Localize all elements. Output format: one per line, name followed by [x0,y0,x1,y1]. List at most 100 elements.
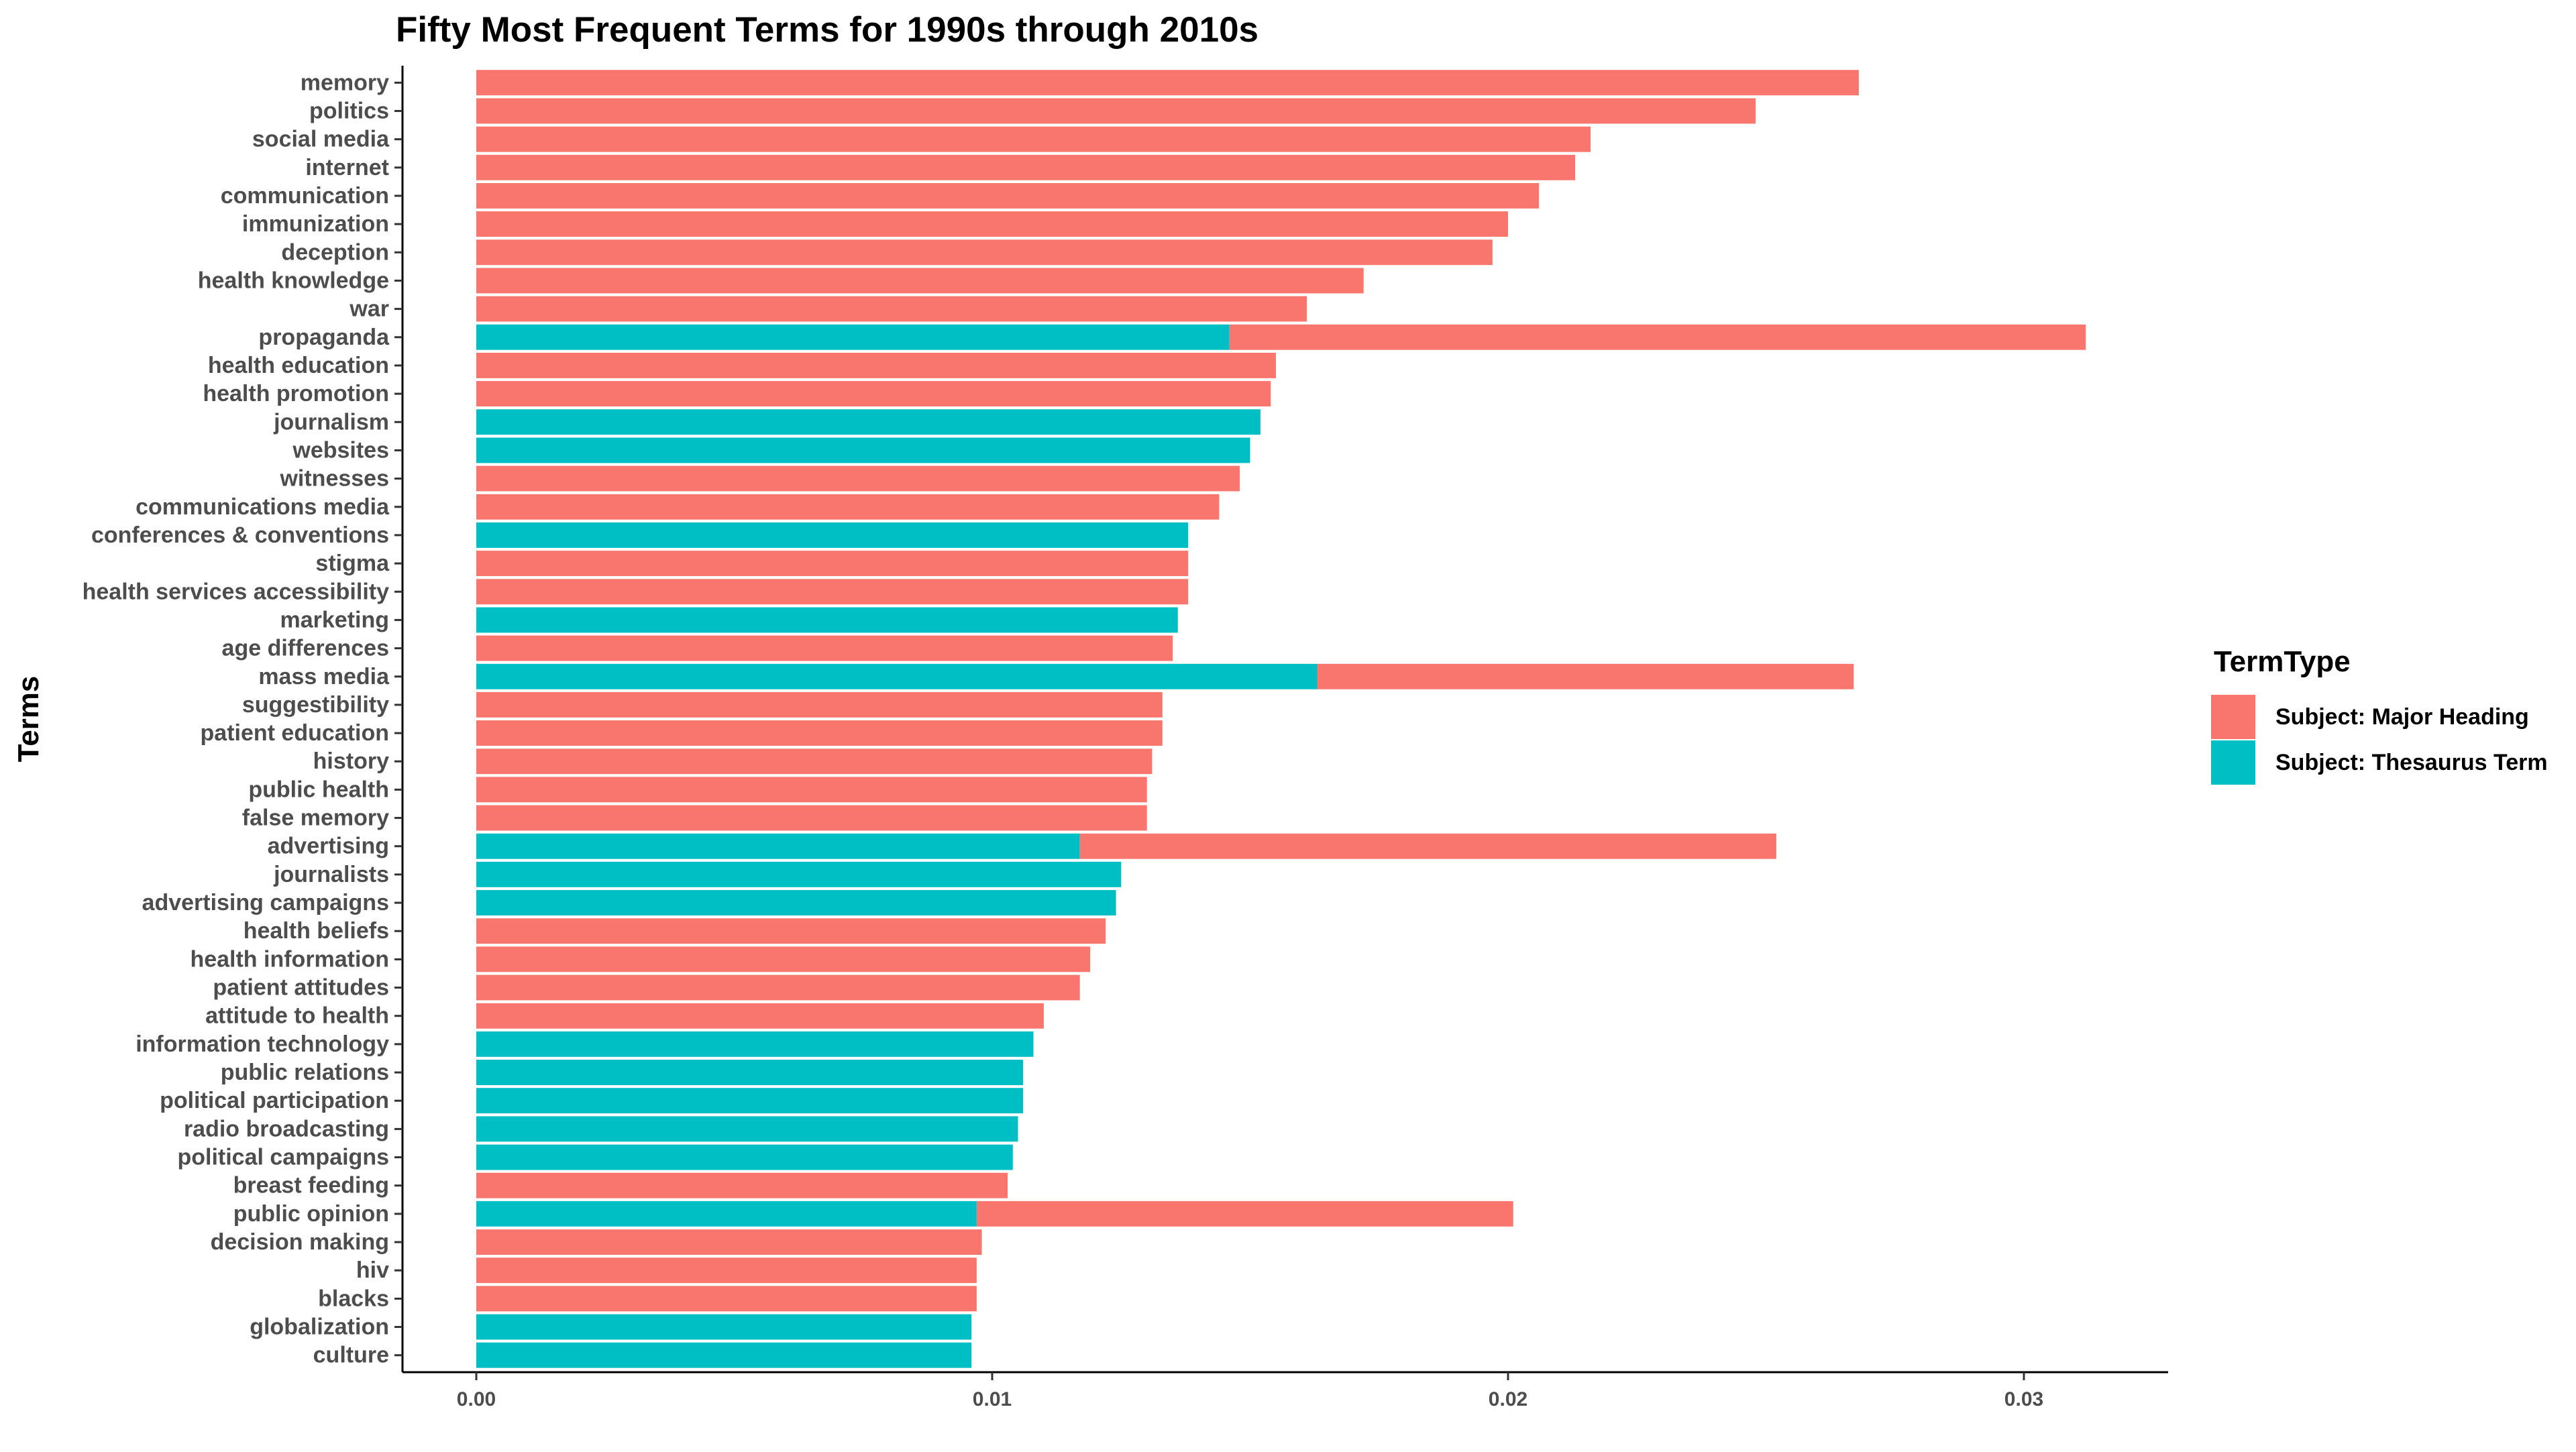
y-tick-label: decision making [211,1229,389,1255]
y-tick-label: health education [208,353,389,378]
y-tick-label: war [349,296,389,322]
y-tick-label: advertising [268,834,389,859]
bar-thesaurus [476,1314,972,1340]
bars-layer [476,70,2086,1368]
y-tick-label: patient education [201,720,389,746]
bar-major-heading [476,691,1163,718]
legend-key-major-heading [2211,695,2255,739]
bar-major-heading [476,1003,1044,1029]
bar-thesaurus [476,1144,1013,1170]
bar-thesaurus [476,522,1189,548]
legend-key-thesaurus [2211,740,2255,785]
bar-major-heading [1317,663,1854,689]
x-tick-label: 0.01 [973,1388,1012,1410]
bar-thesaurus [476,409,1260,435]
bar-thesaurus [476,890,1116,915]
bar-thesaurus [476,437,1250,463]
x-tick-label: 0.03 [2004,1388,2043,1410]
bar-major-heading [476,1229,982,1255]
y-tick-label: stigma [315,551,390,576]
bar-major-heading [1079,833,1776,859]
bar-major-heading [476,494,1220,520]
bar-thesaurus [476,1116,1018,1142]
y-tick-label: marketing [280,607,390,632]
y-tick-label: history [313,748,389,774]
bar-major-heading [476,353,1276,378]
y-tick-label: health beliefs [244,918,389,944]
y-axis-title: Terms [12,676,45,763]
x-tick-label: 0.00 [457,1388,496,1410]
bar-major-heading [476,1258,977,1284]
bar-major-heading [476,748,1152,775]
bar-thesaurus [476,1088,1024,1114]
y-tick-label: mass media [258,664,390,689]
bar-major-heading [476,777,1147,803]
y-tick-label: public health [248,777,389,802]
y-tick-label: political participation [160,1088,389,1113]
bar-major-heading [476,296,1307,322]
bar-thesaurus [476,861,1122,887]
y-tick-label: culture [313,1343,389,1368]
axes-layer [401,66,2168,1374]
bar-thesaurus [476,1200,977,1227]
y-tick-label: health services accessibility [83,579,389,604]
y-tick-label: public opinion [233,1201,389,1227]
bar-major-heading [476,551,1189,576]
y-tick-label: health knowledge [198,268,389,293]
bar-major-heading [476,268,1364,294]
bar-thesaurus [476,1060,1024,1085]
bar-major-heading [476,381,1271,406]
bar-major-heading [476,465,1240,492]
y-tick-label: communication [221,183,389,209]
legend-label: Subject: Major Heading [2275,704,2529,730]
y-tick-label: conferences & conventions [91,522,389,548]
chart-title: Fifty Most Frequent Terms for 1990s thro… [396,10,1258,50]
y-tick-label: globalization [250,1315,389,1340]
y-tick-label: hiv [356,1258,389,1283]
legend-label: Subject: Thesaurus Term [2275,750,2548,775]
y-tick-label: social media [252,127,390,152]
y-tick-label: patient attitudes [213,975,389,1001]
y-tick-label: advertising campaigns [142,890,389,915]
y-tick-label: political campaigns [177,1145,389,1170]
bar-major-heading [476,918,1106,944]
y-tick-label: public relations [221,1060,389,1085]
bar-thesaurus [476,663,1318,689]
x-tick-labels: 0.00 0.01 0.02 0.03 [457,1372,2043,1410]
bar-major-heading [476,126,1591,152]
bar-major-heading [476,579,1189,605]
bar-major-heading [476,635,1173,661]
legend: TermType Subject: Major Heading Subject: … [2211,645,2548,785]
y-tick-label: health promotion [203,381,389,406]
bar-major-heading [476,154,1575,180]
y-tick-label: false memory [242,805,389,831]
bar-major-heading [976,1200,1513,1227]
bar-major-heading [476,946,1091,972]
y-tick-label: attitude to health [205,1003,389,1029]
y-tick-label: journalism [273,409,389,435]
y-tick-label: blacks [318,1286,389,1311]
bar-major-heading [1229,324,2086,350]
y-tick-label: suggestibility [242,692,389,718]
y-tick-label: websites [292,437,389,463]
bar-major-heading [476,1286,977,1312]
bar-major-heading [476,805,1147,831]
y-tick-label: communications media [136,494,390,520]
bar-thesaurus [476,607,1178,633]
y-tick-label: politics [309,98,389,123]
y-tick-label: journalists [273,862,389,887]
y-tick-label: information technology [136,1031,389,1057]
x-tick-label: 0.02 [1489,1388,1527,1410]
y-tick-label: propaganda [258,325,390,350]
bar-major-heading [476,720,1163,746]
bar-major-heading [476,70,1859,96]
bar-thesaurus [476,833,1080,859]
y-tick-label: breast feeding [233,1173,389,1198]
y-tick-label: immunization [242,211,389,237]
bar-major-heading [476,974,1080,1001]
bar-thesaurus [476,324,1230,350]
y-tick-label: deception [281,239,389,265]
bar-thesaurus [476,1342,972,1368]
